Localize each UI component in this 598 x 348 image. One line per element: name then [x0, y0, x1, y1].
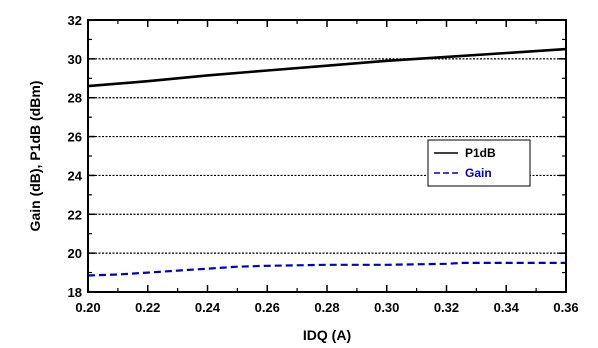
y-tick-labels: 18 20 22 24 26 28 30 32 — [68, 13, 83, 300]
x-tick-labels: 0.20 0.22 0.24 0.26 0.28 0.30 0.32 0.34 0.36 — [75, 300, 578, 315]
legend-label-p1db: P1dB — [465, 146, 496, 160]
y-tick-label: 30 — [68, 52, 82, 67]
y-tick-label: 20 — [68, 246, 82, 261]
y-tick-label: 18 — [68, 285, 82, 300]
x-tick-label: 0.24 — [195, 300, 221, 315]
x-tick-label: 0.30 — [374, 300, 399, 315]
x-tick-label: 0.34 — [494, 300, 520, 315]
y-tick-label: 28 — [68, 91, 82, 106]
x-axis-label: IDQ (A) — [303, 327, 351, 343]
y-tick-label: 26 — [68, 130, 82, 145]
series-lines — [87, 47, 567, 277]
y-tick-label: 32 — [68, 13, 82, 28]
plot-area — [87, 19, 567, 293]
y-tick-label: 24 — [68, 168, 83, 183]
y-axis-label: Gain (dB), P1dB (dBm) — [27, 81, 43, 232]
x-tick-label: 0.36 — [553, 300, 578, 315]
x-tick-label: 0.32 — [434, 300, 459, 315]
legend-box — [427, 139, 531, 187]
series-line-p1db — [87, 47, 567, 88]
grid-lines — [88, 58, 566, 254]
series-line-gain — [87, 261, 566, 277]
x-tick-label: 0.22 — [135, 300, 160, 315]
y-tick-label: 22 — [68, 207, 82, 222]
x-tick-label: 0.26 — [255, 300, 280, 315]
legend-label-gain: Gain — [465, 166, 492, 180]
x-tick-label: 0.28 — [314, 300, 339, 315]
x-tick-label: 0.20 — [75, 300, 100, 315]
legend: P1dB Gain — [427, 139, 531, 187]
